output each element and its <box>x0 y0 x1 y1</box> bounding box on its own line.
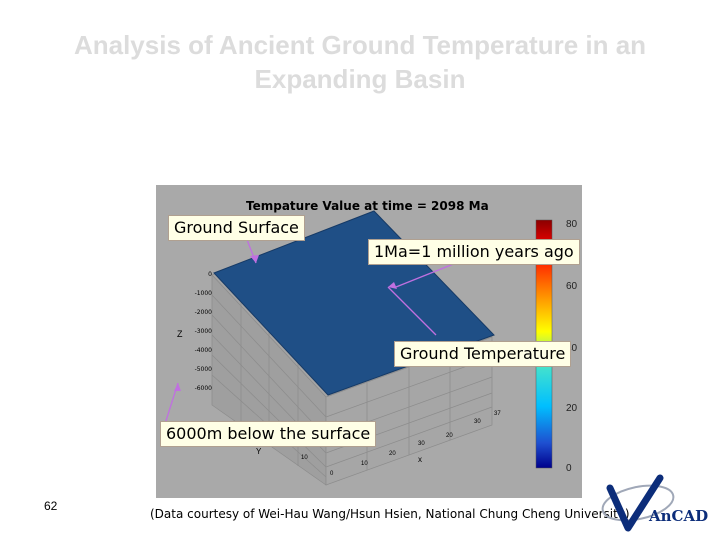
ancad-logo: AnCAD <box>598 470 709 532</box>
y-tick: 30 <box>474 419 481 425</box>
page-number: 62 <box>44 499 58 513</box>
colorbar-tick: 80 <box>566 219 578 230</box>
z-tick: -6000 <box>194 385 212 392</box>
z-tick: 0 <box>208 271 212 278</box>
plot-title: Tempature Value at time = 2098 Ma <box>246 199 489 213</box>
callout-ground-temperature: Ground Temperature <box>394 341 572 367</box>
data-credit: (Data courtesy of Wei-Hau Wang/Hsun Hsie… <box>150 507 630 521</box>
y-tick: 37 <box>494 411 501 417</box>
y-tick: 10 <box>301 455 308 461</box>
z-tick: -2000 <box>194 309 212 316</box>
colorbar-tick: 0 <box>566 463 572 474</box>
z-axis-ticks: 0 -1000 -2000 -3000 -4000 -5000 -6000 <box>190 271 212 404</box>
z-axis-label: Z <box>177 329 183 339</box>
callout-ground-surface: Ground Surface <box>168 215 305 241</box>
callout-ma-definition: 1Ma=1 million years ago <box>368 239 580 265</box>
y-axis-label: Y <box>256 447 262 456</box>
x-tick: 10 <box>361 461 368 467</box>
z-tick: -5000 <box>194 366 212 373</box>
slide-title-line2: Expanding Basin <box>254 64 466 94</box>
ancad-logo-text: AnCAD <box>649 507 709 525</box>
z-tick: -1000 <box>194 290 212 297</box>
colorbar-tick: 20 <box>566 403 578 414</box>
y-tick: 20 <box>446 433 453 439</box>
z-tick: -3000 <box>194 328 212 335</box>
slide-title: Analysis of Ancient Ground Temperature i… <box>30 28 690 96</box>
x-tick: 0 <box>330 471 334 477</box>
x-tick: 20 <box>389 451 396 457</box>
z-tick: -4000 <box>194 347 212 354</box>
callout-below-surface: 6000m below the surface <box>160 421 377 447</box>
ancad-logo-icon <box>601 474 675 532</box>
x-tick: 30 <box>418 441 425 447</box>
slide-title-line1: Analysis of Ancient Ground Temperature i… <box>73 30 647 60</box>
colorbar-tick: 40 <box>566 343 578 354</box>
x-axis-label: x <box>418 455 422 464</box>
colorbar-tick: 60 <box>566 281 578 292</box>
